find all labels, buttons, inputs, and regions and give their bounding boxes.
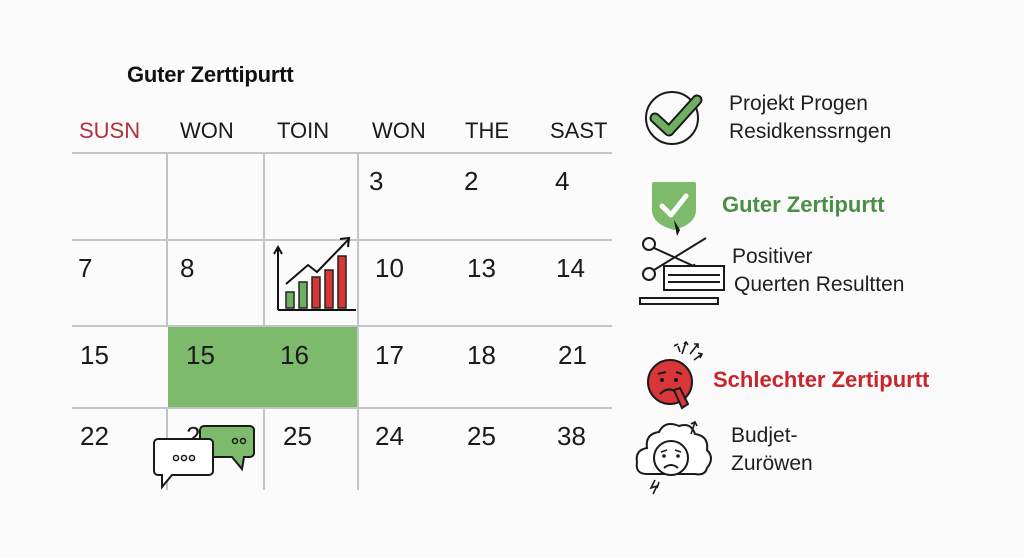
legend-line: Positiver [732, 245, 813, 268]
legend-line: Budjet- [731, 424, 798, 447]
grid-line [72, 152, 612, 154]
calendar-day[interactable]: 10 [375, 253, 404, 283]
calendar-day[interactable]: 25 [283, 421, 312, 451]
grid-line [357, 153, 359, 490]
legend-line: Projekt Progen [729, 92, 868, 115]
grid-line [263, 408, 265, 490]
calendar-day[interactable]: 13 [467, 253, 496, 283]
legend-item-text: Positiver Querten Resultten [732, 243, 904, 299]
calendar-day[interactable]: 25 [467, 421, 496, 451]
legend-line: Querten Resultten [734, 273, 905, 296]
growth-chart-icon [273, 236, 356, 311]
legend-item-text: Projekt Progen Residkenssrngen [729, 90, 891, 146]
day-header-wed: WON [372, 118, 426, 143]
legend-line: Residkenssrngen [729, 120, 892, 143]
calendar-day[interactable]: 18 [467, 340, 496, 370]
day-header-sat: SAST [550, 118, 608, 143]
day-header-tue: TOIN [277, 118, 330, 143]
calendar-day[interactable]: 8 [180, 253, 195, 283]
calendar-day[interactable]: 17 [375, 340, 404, 370]
legend-title-good: Guter Zertipurtt [722, 192, 885, 217]
day-header-mon: WON [180, 118, 234, 143]
day-header-sun: SUSN [79, 118, 141, 143]
calendar-day[interactable]: 2 [464, 166, 479, 196]
angry-face-icon [647, 340, 704, 410]
check-circle-icon [645, 91, 703, 145]
grid-line [72, 325, 612, 327]
sad-cloud-icon [635, 420, 712, 495]
grid-line [166, 153, 168, 327]
calendar-day[interactable]: 4 [555, 166, 570, 196]
legend-item-text: Budjet- Zuröwen [731, 422, 813, 478]
calendar-day[interactable]: 3 [369, 166, 384, 196]
chat-bubbles-icon[interactable] [152, 423, 258, 493]
scissors-document-icon [639, 237, 725, 305]
grid-line [263, 153, 265, 327]
check-shield-icon [652, 182, 696, 236]
calendar-title: Guter Zerttipurtt [127, 62, 294, 87]
calendar-day[interactable]: 21 [558, 340, 587, 370]
calendar-day[interactable]: 14 [556, 253, 585, 283]
legend-line: Zuröwen [731, 452, 813, 475]
highlighted-range[interactable] [168, 327, 358, 408]
legend-title-bad: Schlechter Zertipurtt [713, 367, 930, 392]
calendar-day[interactable]: 15 [80, 340, 109, 370]
calendar-day[interactable]: 38 [557, 421, 586, 451]
calendar-day-highlighted[interactable]: 16 [280, 340, 309, 370]
calendar-day[interactable]: 22 [80, 421, 109, 451]
day-header-thu: THE [465, 118, 509, 143]
grid-line [72, 239, 612, 241]
calendar-day-highlighted[interactable]: 15 [186, 340, 215, 370]
grid-line [72, 407, 612, 409]
calendar-day[interactable]: 7 [78, 253, 93, 283]
calendar-day[interactable]: 24 [375, 421, 404, 451]
